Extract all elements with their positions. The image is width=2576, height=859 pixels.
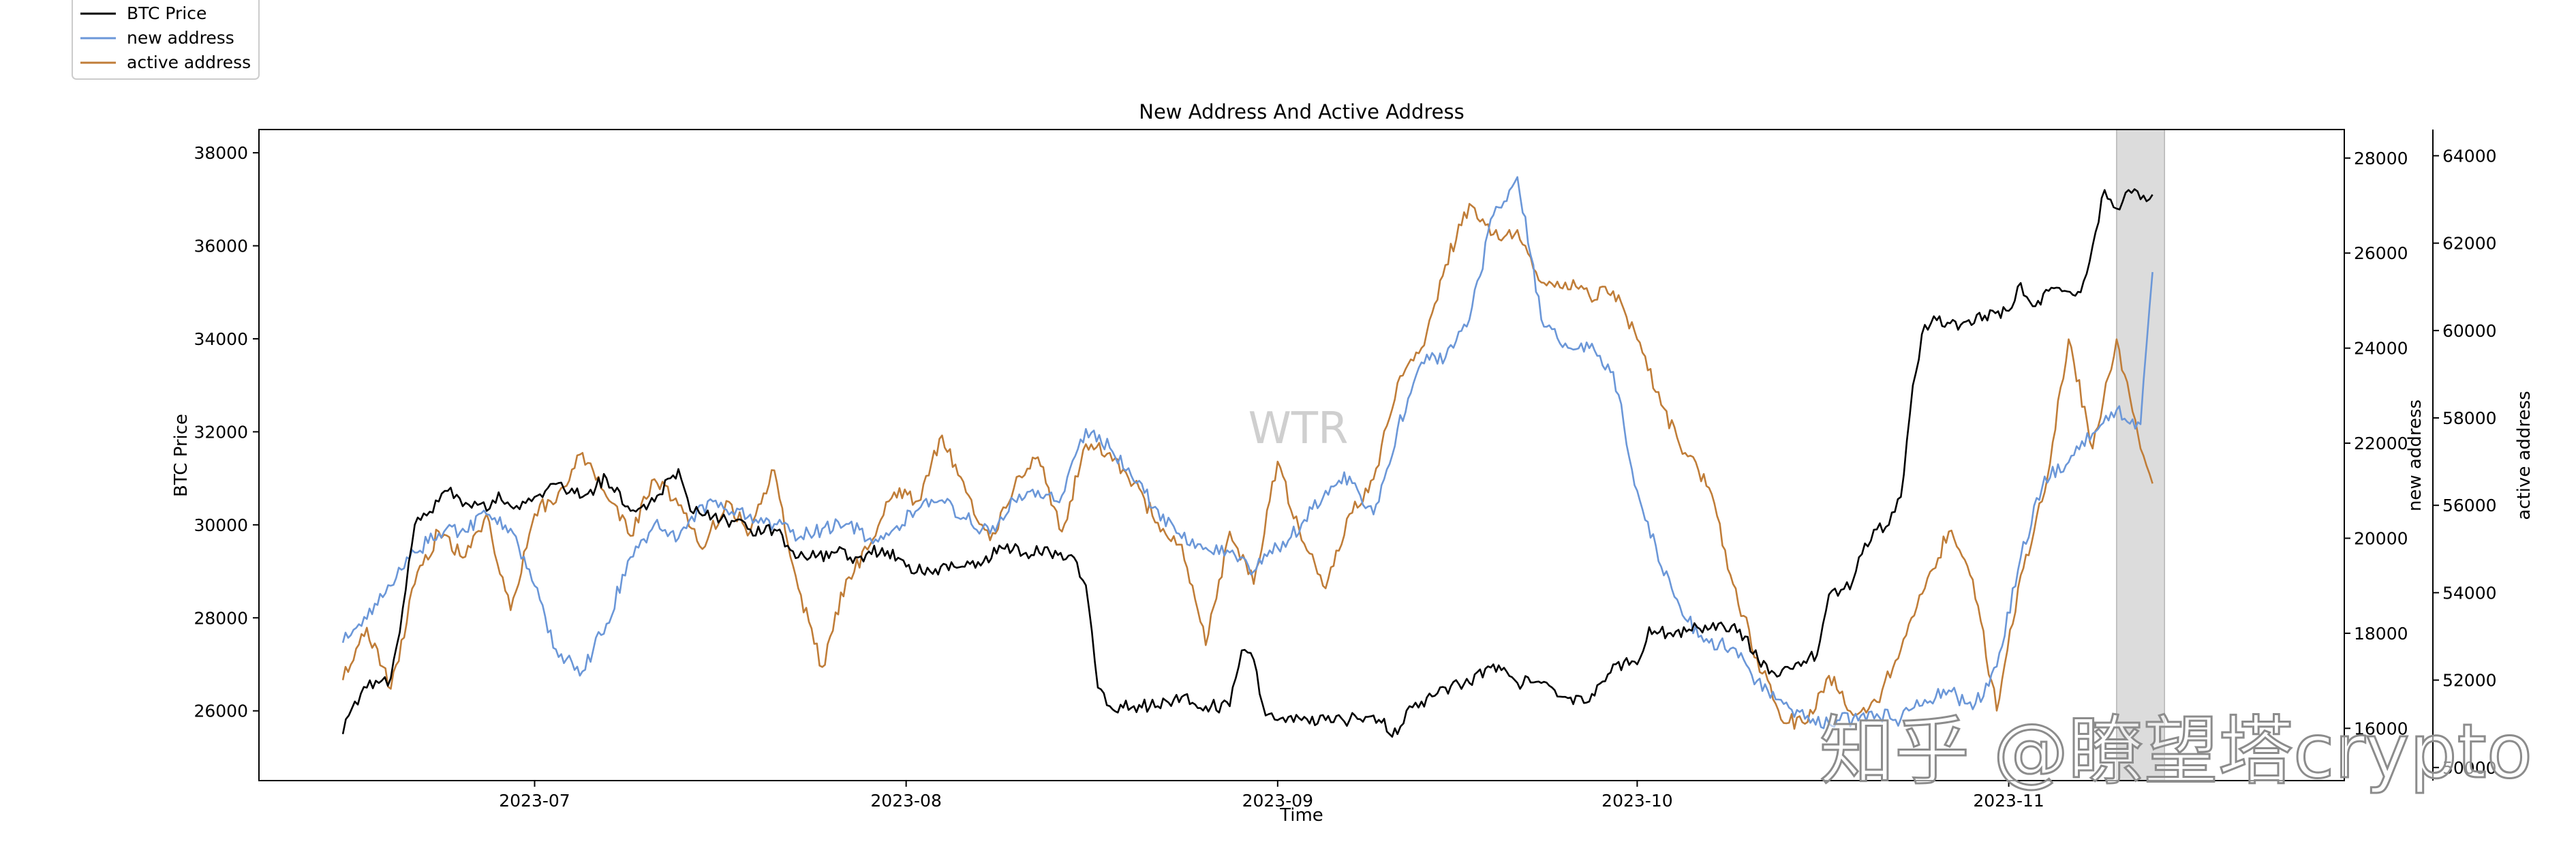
- plot-frame: [258, 129, 2345, 781]
- left-axis-label: BTC Price: [171, 414, 191, 497]
- right2-tick-label: 64000: [2442, 146, 2497, 166]
- legend-box: [72, 0, 260, 80]
- x-tick-label: 2023-10: [1601, 791, 1672, 811]
- legend: BTC Price new address active address: [72, 0, 260, 80]
- right2-tick-label: 52000: [2442, 671, 2497, 691]
- legend-entries: BTC Price new address active address: [80, 3, 251, 72]
- x-axis-label: Time: [1279, 805, 1323, 826]
- left-tick-label: 26000: [194, 702, 248, 721]
- shaded-region-layer: [2116, 129, 2165, 781]
- left-tick-label: 32000: [194, 422, 248, 442]
- series-line-new-address: [341, 176, 2153, 729]
- x-axis: 2023-07 2023-08 2023-09 2023-10 2023-11: [499, 781, 2044, 811]
- right2-tick-label: 54000: [2442, 583, 2497, 603]
- right1-tick-label: 22000: [2354, 434, 2408, 453]
- watermark-layer: WTR: [1248, 404, 1349, 454]
- right1-axis: 16000 18000 20000 22000 24000 26000 28000: [2344, 149, 2408, 738]
- left-tick-label: 30000: [194, 515, 248, 535]
- right2-tick-label: 62000: [2442, 234, 2497, 254]
- right1-tick-label: 24000: [2354, 339, 2408, 359]
- right1-tick-label: 16000: [2354, 719, 2408, 738]
- left-tick-label: 34000: [194, 329, 248, 349]
- legend-label: new address: [127, 28, 234, 48]
- right2-tick-label: 60000: [2442, 321, 2497, 341]
- series-line-btc-price: [341, 188, 2153, 738]
- x-tick-label: 2023-08: [870, 791, 941, 811]
- chart-title: New Address And Active Address: [1139, 100, 1464, 123]
- right1-tick-label: 18000: [2354, 624, 2408, 644]
- x-tick-label: 2023-07: [499, 791, 570, 811]
- right1-tick-label: 20000: [2354, 528, 2408, 548]
- left-tick-label: 38000: [194, 143, 248, 163]
- left-tick-label: 36000: [194, 237, 248, 256]
- right1-tick-label: 28000: [2354, 149, 2408, 168]
- legend-label: BTC Price: [127, 3, 206, 23]
- legend-label: active address: [127, 52, 251, 72]
- right2-axis: 50000 52000 54000 56000 58000 60000 62000 64000: [2432, 130, 2497, 781]
- x-tick-label: 2023-11: [1973, 791, 2044, 811]
- watermark-center: WTR: [1248, 404, 1349, 454]
- right2-axis-label: active address: [2514, 391, 2534, 519]
- series-layer: [341, 176, 2153, 738]
- corner-watermark: 知乎 @瞭望塔crypto: [1819, 707, 2534, 796]
- right2-tick-label: 58000: [2442, 408, 2497, 428]
- x-tick-label: 2023-09: [1242, 791, 1313, 811]
- left-axis: 26000 28000 30000 32000 34000 36000 38000: [194, 143, 259, 721]
- series-line-active-address: [341, 202, 2153, 730]
- right2-tick-label: 56000: [2442, 496, 2497, 515]
- watermark-corner: 知乎 @瞭望塔crypto: [1820, 708, 2532, 795]
- right2-tick-label: 50000: [2442, 758, 2497, 778]
- right1-axis-label: new address: [2405, 400, 2425, 511]
- right1-tick-label: 26000: [2354, 243, 2408, 263]
- left-tick-label: 28000: [194, 608, 248, 628]
- shaded-region: [2116, 129, 2165, 781]
